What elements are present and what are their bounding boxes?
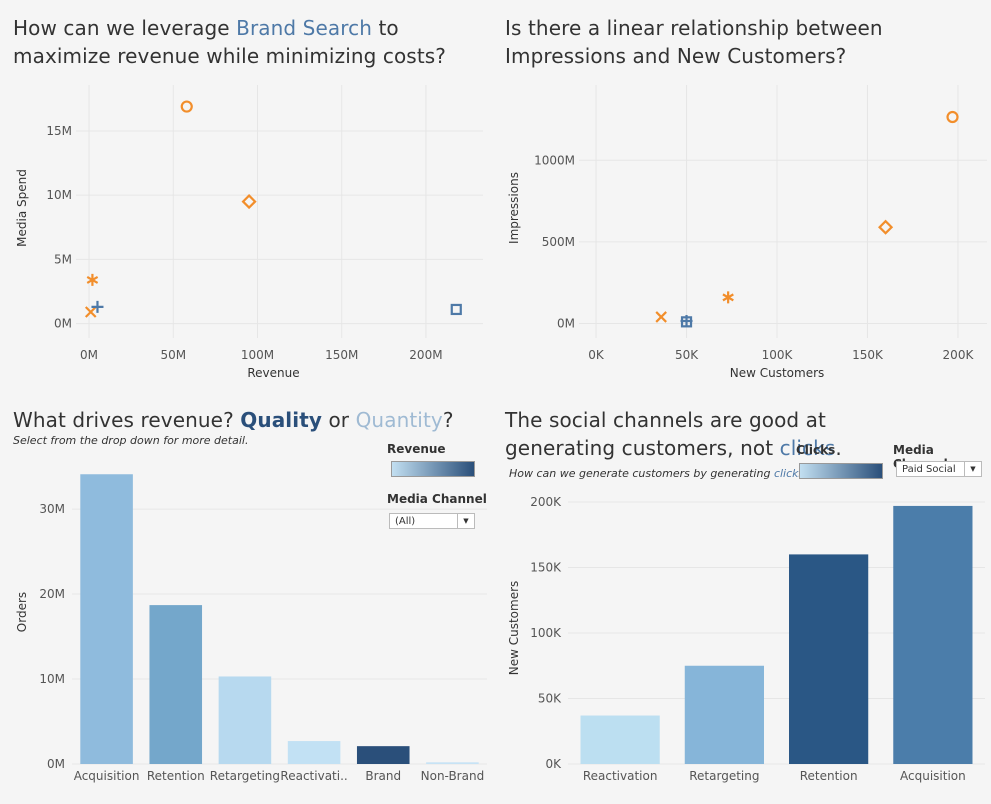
x-tick-label: Brand (365, 769, 401, 783)
social-media-channel-dropdown[interactable]: Paid Social ▼ (896, 461, 982, 477)
bar (580, 715, 660, 764)
bar (218, 676, 272, 764)
revenue-filter-title: Media Channel (387, 492, 487, 506)
revenue-legend-title: Revenue (387, 442, 446, 456)
title-text: What drives revenue? (13, 408, 241, 432)
title-text: How can we leverage (13, 16, 237, 40)
square-marker (450, 303, 462, 316)
x-tick-label: Reactivation (583, 769, 658, 783)
title-text: ? (442, 408, 454, 432)
y-tick-label: 50K (538, 692, 562, 706)
dropdown-value: (All) (395, 516, 416, 527)
revenue-color-legend (391, 461, 475, 477)
diamond-marker (878, 219, 894, 235)
social-channels-title: The social channels are good at generati… (505, 406, 905, 462)
plus-marker (91, 300, 104, 313)
bar (356, 746, 410, 764)
bar (149, 605, 203, 764)
x-tick-label: Retention (147, 769, 205, 783)
scatter-customers-impressions-chart: 0M 500M 1000M 0K 50K 100K 150K 200K New Customer… (507, 85, 987, 380)
y-tick-label: 500M (542, 235, 575, 249)
brand-search-highlight: Brand Search (236, 16, 372, 40)
scatter-revenue-spend-chart: 0M 5M 10M 15M 0M 50M 100M 150M 200M Revenue Media … (15, 85, 483, 380)
y-tick-label: 0M (54, 317, 72, 331)
y-tick-label: 5M (54, 252, 72, 266)
title-text: The social channels are good at generati… (505, 408, 826, 460)
x-tick-label: Non-Brand (421, 769, 485, 783)
y-tick-label: 30M (39, 502, 65, 516)
x-tick-label: 0M (80, 348, 98, 362)
title-text: or (322, 408, 356, 432)
revenue-media-channel-dropdown[interactable]: (All) ▼ (389, 513, 475, 529)
x-tick-label: Acquisition (900, 769, 966, 783)
y-tick-label: 0K (545, 757, 562, 771)
y-axis-label: New Customers (507, 581, 521, 676)
x-tick-label: Retargeting (689, 769, 759, 783)
quality-highlight: Quality (240, 408, 323, 432)
bar (684, 665, 764, 764)
x-tick-label: Reactivati.. (280, 769, 347, 783)
clicks-highlight: clicks (779, 436, 836, 460)
bar-orders-chart: 0M 10M 20M 30M Orders Acquisition Retention Ret… (15, 474, 487, 783)
y-axis-label: Orders (15, 592, 29, 632)
y-tick-label: 100K (530, 626, 562, 640)
x-tick-label: Retargeting (210, 769, 280, 783)
chevron-down-icon[interactable]: ▼ (964, 462, 981, 476)
x-tick-label: 50K (675, 348, 699, 362)
y-tick-label: 200K (530, 495, 562, 509)
circle-marker (946, 110, 959, 124)
x-tick-label: 150M (325, 348, 358, 362)
chevron-down-icon[interactable]: ▼ (457, 514, 474, 528)
quantity-highlight: Quantity (355, 408, 443, 432)
y-tick-label: 0M (47, 757, 65, 771)
impressions-title: Is there a linear relationship between I… (505, 16, 883, 68)
y-tick-label: 0M (557, 316, 575, 330)
y-tick-label: 10M (46, 188, 72, 202)
bar-new-customers-chart: 0K 50K 100K 150K 200K New Customers Reactivati… (507, 495, 985, 783)
bar (80, 474, 133, 764)
x-tick-label: 50M (160, 348, 186, 362)
y-tick-label: 10M (39, 672, 65, 686)
y-tick-label: 15M (46, 124, 72, 138)
x-tick-label: Retention (800, 769, 858, 783)
title-text: to maximize revenue while minimizing cos… (13, 16, 447, 68)
x-tick-label: 100K (762, 348, 794, 362)
y-tick-label: 150K (530, 561, 562, 575)
cross-marker (655, 311, 667, 323)
asterisk-marker (86, 273, 99, 286)
dropdown-value: Paid Social (902, 464, 956, 475)
bar (893, 505, 973, 764)
brand-search-title: How can we leverage Brand Search to maxi… (13, 14, 483, 70)
subtitle-text: How can we generate customers by generat… (509, 467, 774, 480)
diamond-marker (241, 194, 257, 210)
bar (287, 741, 341, 764)
title-text: . (835, 436, 842, 460)
x-tick-label: 0K (588, 348, 605, 362)
bar (426, 762, 479, 764)
y-tick-label: 20M (39, 587, 65, 601)
y-axis-label: Impressions (507, 172, 521, 244)
revenue-subtitle: Select from the drop down for more detai… (13, 434, 249, 447)
x-tick-label: Acquisition (74, 769, 140, 783)
x-tick-label: 200K (943, 348, 975, 362)
asterisk-marker (722, 291, 734, 304)
x-tick-label: 200M (409, 348, 442, 362)
revenue-drivers-title: What drives revenue? Quality or Quantity… (13, 406, 473, 434)
y-tick-label: 1000M (534, 153, 575, 167)
x-tick-label: 150K (852, 348, 884, 362)
clicks-legend-title: Clicks (796, 443, 836, 457)
clicks-color-legend (799, 463, 883, 479)
x-tick-label: 100M (241, 348, 274, 362)
plus-marker (680, 315, 693, 328)
x-axis-label: Revenue (247, 366, 299, 380)
cross-marker (84, 306, 97, 318)
bar (789, 554, 869, 764)
x-axis-label: New Customers (730, 366, 825, 380)
circle-marker (180, 100, 193, 113)
y-axis-label: Media Spend (15, 169, 29, 247)
